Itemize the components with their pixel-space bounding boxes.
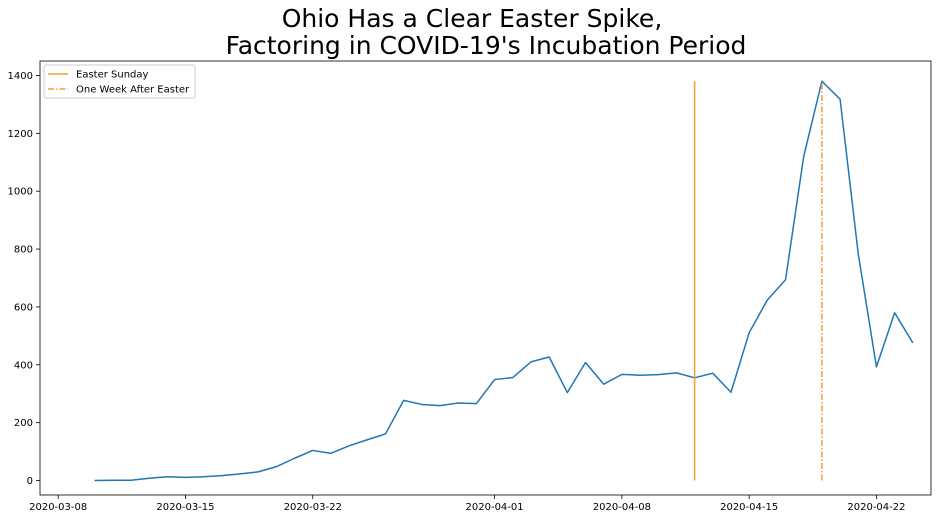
plot-marks (94, 80, 914, 482)
y-tick-label: 0 (27, 476, 33, 487)
y-tick-label: 1400 (8, 71, 33, 82)
series-line (94, 80, 914, 482)
chart-title-line-1: Ohio Has a Clear Easter Spike, (282, 4, 663, 33)
legend-label-one-week-after-easter: One Week After Easter (76, 85, 190, 96)
x-tick-label: 2020-03-08 (29, 502, 87, 513)
x-tick-label: 2020-04-15 (720, 502, 778, 513)
y-tick-label: 1200 (8, 129, 33, 140)
x-tick-label: 2020-04-08 (593, 502, 651, 513)
plot-frame (39, 60, 932, 496)
x-tick-label: 2020-04-01 (466, 502, 524, 513)
y-tick-label: 1000 (8, 187, 33, 198)
y-tick-label: 800 (14, 245, 33, 256)
y-tick-label: 600 (14, 302, 33, 313)
legend: Easter Sunday One Week After Easter (43, 64, 196, 99)
chart-title-line-2: Factoring in COVID-19's Incubation Perio… (226, 31, 747, 60)
y-axis: 0 200 400 600 800 1000 1200 1400 (8, 71, 40, 487)
x-tick-label: 2020-03-15 (156, 502, 214, 513)
x-axis: 2020-03-08 2020-03-15 2020-03-22 2020-04-01… (29, 495, 906, 513)
legend-box (43, 64, 196, 99)
x-tick-label: 2020-04-22 (847, 502, 905, 513)
x-tick-label: 2020-03-22 (284, 502, 342, 513)
y-tick-label: 400 (14, 360, 33, 371)
y-tick-label: 200 (14, 418, 33, 429)
legend-label-easter-sunday: Easter Sunday (76, 70, 149, 81)
